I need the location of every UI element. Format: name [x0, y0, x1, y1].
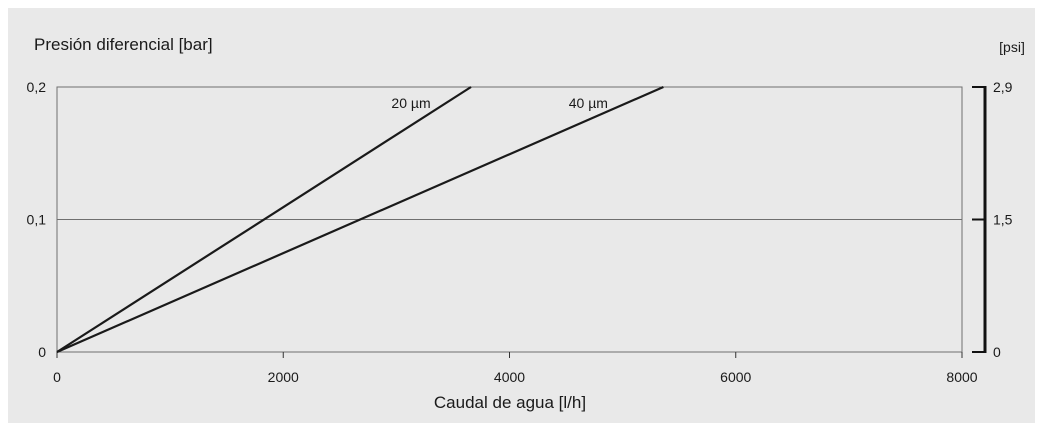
y-tick-label: 0,1 [27, 212, 47, 228]
y2-tick-label: 1,5 [993, 212, 1013, 228]
y-tick-label: 0 [38, 344, 46, 360]
x-tick-label: 4000 [494, 369, 525, 385]
y-tick-label: 0,2 [27, 79, 47, 95]
series-line [56, 85, 664, 354]
y2-tick-label: 0 [993, 344, 1001, 360]
chart-panel [8, 8, 1035, 423]
x-tick-label: 2000 [268, 369, 299, 385]
series-line [56, 86, 472, 353]
y2-tick-label: 2,9 [993, 79, 1013, 95]
y2-axis-label: [psi] [999, 39, 1025, 55]
x-axis-label: Caudal de agua [l/h] [434, 393, 586, 412]
x-tick-label: 6000 [720, 369, 751, 385]
x-tick-label: 0 [53, 369, 61, 385]
series-label: 40 µm [569, 95, 608, 111]
x-tick-label: 8000 [946, 369, 977, 385]
chart-title: Presión diferencial [bar] [34, 35, 213, 54]
series-label: 20 µm [391, 95, 430, 111]
